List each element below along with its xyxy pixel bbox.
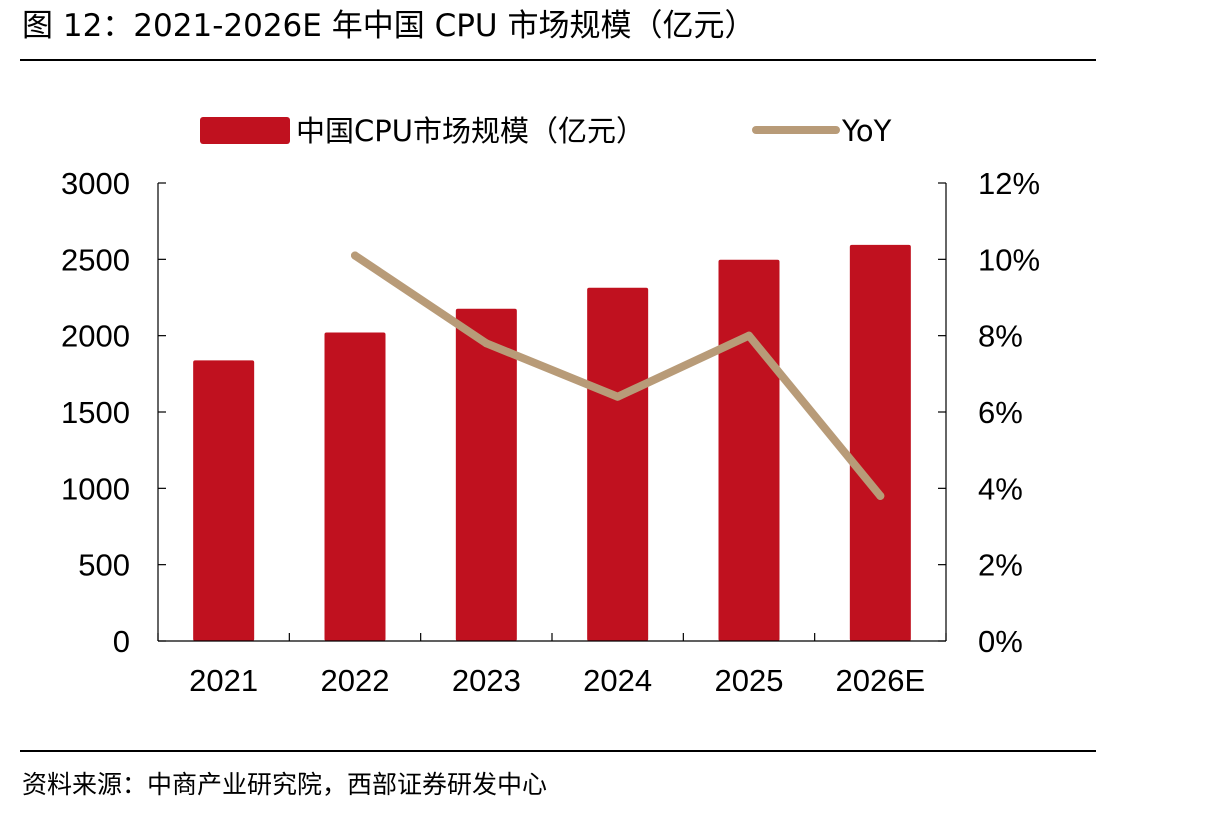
top-rule — [20, 59, 1096, 61]
right-tick-label-12%: 12% — [978, 166, 1040, 201]
right-tick-label-0%: 0% — [978, 624, 1023, 659]
bar-2026E — [849, 244, 911, 641]
right-tick-label-8%: 8% — [978, 319, 1023, 354]
legend-swatch-bar — [200, 117, 290, 144]
right-tick-label-6%: 6% — [978, 395, 1023, 430]
x-tick-label-2026E: 2026E — [836, 663, 926, 698]
left-tick-label-2000: 2000 — [61, 319, 130, 354]
x-tick-label-2024: 2024 — [583, 663, 652, 698]
left-tick-label-2500: 2500 — [61, 242, 130, 277]
bar-2025 — [718, 259, 780, 641]
right-tick-label-2%: 2% — [978, 548, 1023, 583]
bar-2024 — [587, 287, 649, 641]
right-tick-label-4%: 4% — [978, 471, 1023, 506]
legend: 中国CPU市场规模（亿元） YoY — [200, 114, 892, 148]
yoy-point-2025 — [745, 331, 753, 340]
left-tick-label-3000: 3000 — [61, 166, 130, 201]
x-tick-label-2021: 2021 — [189, 663, 258, 698]
x-tick-label-2025: 2025 — [715, 663, 784, 698]
bar-2023 — [455, 308, 517, 641]
legend-label-line: YoY — [841, 114, 892, 148]
yoy-point-2024 — [613, 392, 622, 401]
right-tick-label-10%: 10% — [978, 242, 1040, 277]
left-tick-label-0: 0 — [113, 624, 130, 659]
legend-label-bar: 中国CPU市场规模（亿元） — [296, 114, 645, 148]
x-tick-label-2022: 2022 — [321, 663, 390, 698]
bar-2022 — [324, 332, 386, 641]
yoy-point-2023 — [482, 339, 491, 348]
left-tick-label-1000: 1000 — [61, 471, 130, 506]
bar-2021 — [193, 360, 255, 641]
bottom-rule — [20, 750, 1096, 752]
left-tick-label-500: 500 — [78, 548, 130, 583]
yoy-point-2022 — [351, 251, 359, 260]
x-tick-label-2023: 2023 — [452, 663, 521, 698]
yoy-point-2026E — [876, 491, 885, 500]
left-tick-label-1500: 1500 — [61, 395, 130, 430]
figure-title: 图 12：2021-2026E 年中国 CPU 市场规模（亿元） — [22, 8, 756, 44]
source-note: 资料来源：中商产业研究院，西部证券研发中心 — [22, 770, 548, 799]
